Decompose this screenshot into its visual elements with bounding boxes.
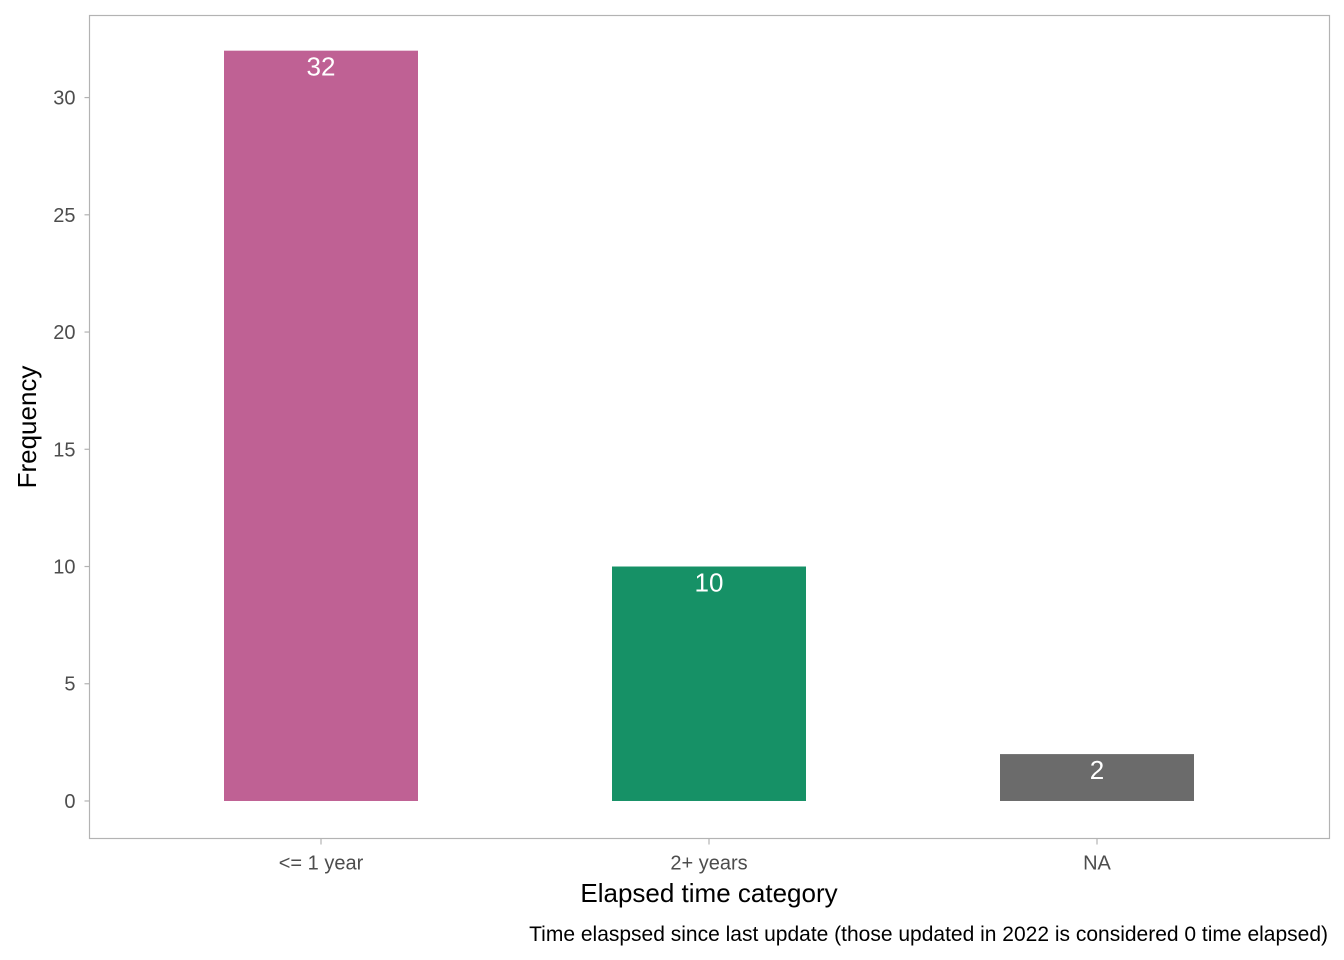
x-tick-label: NA	[1083, 853, 1111, 875]
bar-2	[1000, 754, 1194, 801]
data-labels-group: 32 10 2	[307, 52, 1105, 785]
chart-caption: Time elaspsed since last update (those u…	[529, 923, 1328, 946]
y-axis: 0 5 10 15 20 25 30	[53, 88, 90, 813]
y-tick-label: 30	[53, 88, 75, 110]
y-tick-label: 5	[64, 674, 75, 696]
x-tick-label: <= 1 year	[279, 853, 364, 875]
y-tick-label: 10	[53, 557, 75, 579]
x-axis-title: Elapsed time category	[580, 878, 837, 908]
bar-0	[224, 50, 418, 801]
y-axis-title: Frequency	[12, 366, 42, 489]
bar-value-label: 32	[307, 52, 336, 82]
y-tick-label: 25	[53, 205, 75, 227]
bar-1	[612, 566, 806, 801]
bars-group	[224, 50, 1194, 801]
y-tick-label: 15	[53, 439, 75, 461]
y-tick-label: 20	[53, 322, 75, 344]
x-axis: <= 1 year 2+ years NA	[279, 838, 1112, 875]
x-tick-label: 2+ years	[670, 853, 747, 875]
y-tick-label: 0	[64, 791, 75, 813]
bar-value-label: 2	[1090, 755, 1104, 785]
bar-value-label: 10	[695, 568, 724, 598]
